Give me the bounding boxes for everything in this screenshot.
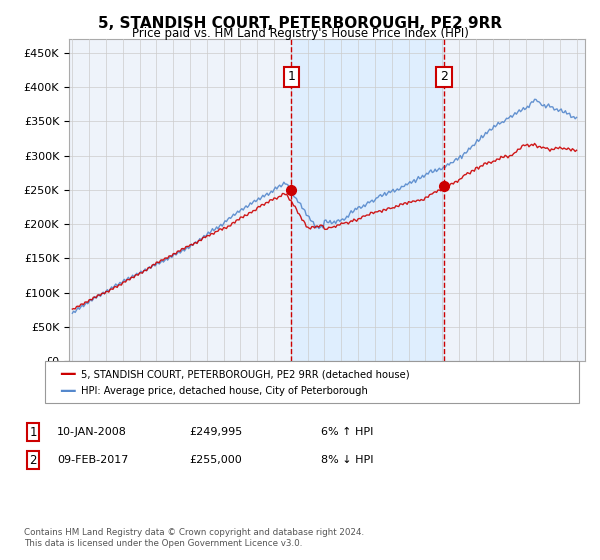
Text: 2: 2: [29, 454, 37, 467]
Text: £255,000: £255,000: [189, 455, 242, 465]
Text: 2: 2: [440, 71, 448, 83]
Bar: [292, 39, 444, 361]
Text: —: —: [59, 382, 76, 400]
Text: 5, STANDISH COURT, PETERBOROUGH, PE2 9RR (detached house): 5, STANDISH COURT, PETERBOROUGH, PE2 9RR…: [81, 369, 410, 379]
Text: —: —: [59, 365, 76, 383]
Text: 1: 1: [287, 71, 295, 83]
Text: £249,995: £249,995: [189, 427, 242, 437]
Text: Contains HM Land Registry data © Crown copyright and database right 2024.
This d: Contains HM Land Registry data © Crown c…: [24, 528, 364, 548]
Text: Price paid vs. HM Land Registry's House Price Index (HPI): Price paid vs. HM Land Registry's House …: [131, 27, 469, 40]
Text: HPI: Average price, detached house, City of Peterborough: HPI: Average price, detached house, City…: [81, 386, 368, 396]
Text: 1: 1: [29, 426, 37, 439]
Text: 5, STANDISH COURT, PETERBOROUGH, PE2 9RR: 5, STANDISH COURT, PETERBOROUGH, PE2 9RR: [98, 16, 502, 31]
Text: 6% ↑ HPI: 6% ↑ HPI: [321, 427, 373, 437]
Text: 10-JAN-2008: 10-JAN-2008: [57, 427, 127, 437]
Text: 09-FEB-2017: 09-FEB-2017: [57, 455, 128, 465]
Text: 8% ↓ HPI: 8% ↓ HPI: [321, 455, 373, 465]
